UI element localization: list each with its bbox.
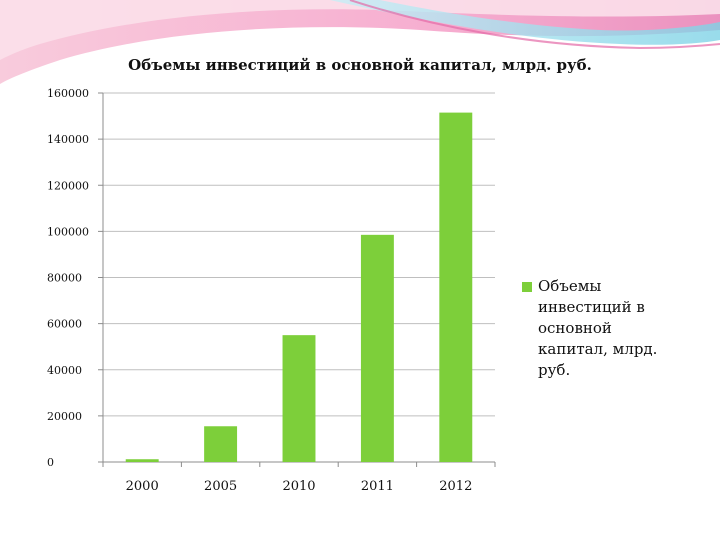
bar-2012 [439, 112, 473, 463]
y-tick-label: 0 [47, 456, 54, 469]
chart-title: Объемы инвестиций в основной капитал, мл… [128, 56, 592, 74]
legend: Объемы инвестиций в основной капитал, мл… [522, 276, 682, 381]
y-tick-label: 40000 [47, 364, 82, 377]
x-tick-label: 2010 [282, 479, 315, 494]
decor-magenta-line [349, 0, 720, 50]
decor-cyan-wave [330, 0, 720, 45]
bar-2005 [204, 426, 238, 462]
y-tick-label: 140000 [47, 133, 89, 146]
decor-pink-wave [0, 0, 720, 84]
y-tick-label: 160000 [47, 87, 89, 100]
decor-light-wave [0, 0, 720, 60]
y-tick-label: 100000 [47, 225, 89, 238]
x-tick-label: 2005 [204, 479, 237, 494]
bar-2000 [125, 459, 159, 462]
x-tick-label: 2011 [361, 479, 394, 494]
bar-2011 [360, 234, 394, 462]
legend-label: Объемы инвестиций в основной капитал, мл… [538, 277, 658, 379]
y-tick-label: 20000 [47, 410, 82, 423]
bar-2010 [282, 335, 316, 462]
x-tick-label: 2012 [439, 479, 472, 494]
y-tick-label: 60000 [47, 318, 82, 331]
x-tick-label: 2000 [126, 479, 159, 494]
y-tick-label: 80000 [47, 272, 82, 285]
slide-decoration [0, 0, 720, 84]
legend-swatch [522, 282, 532, 292]
y-tick-label: 120000 [47, 179, 89, 192]
